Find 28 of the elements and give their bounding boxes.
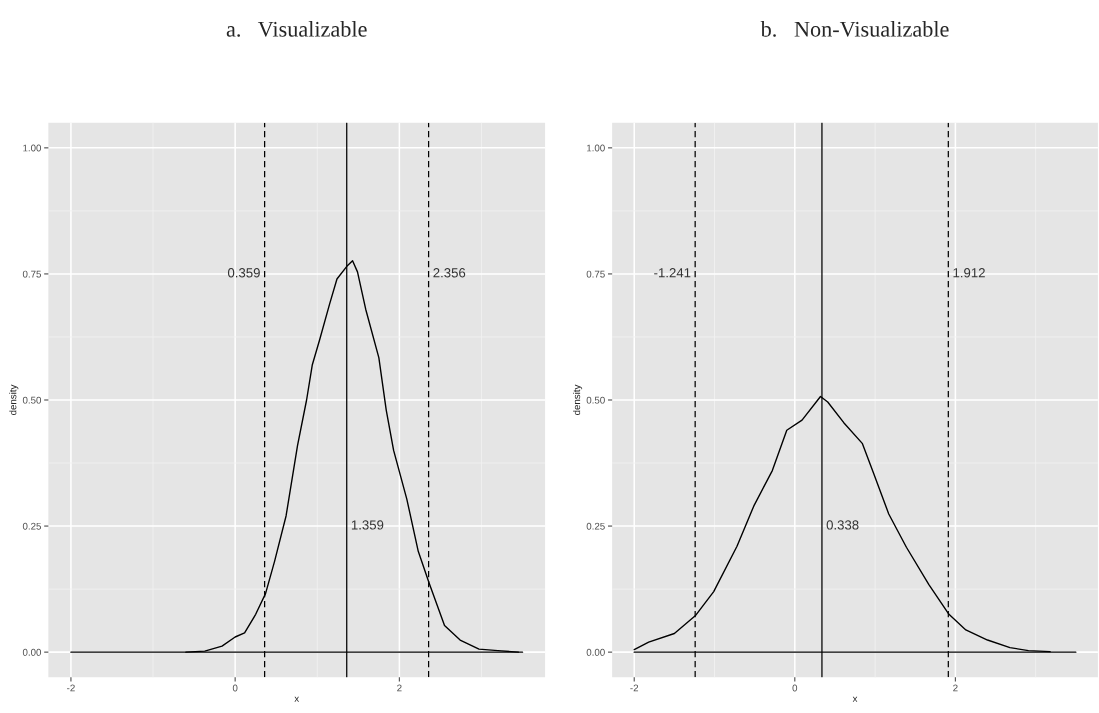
y-tick-label: 0.25 xyxy=(586,522,605,530)
x-axis-title: x xyxy=(852,696,858,702)
y-tick-label: 0.00 xyxy=(586,648,605,656)
x-tick-label: -2 xyxy=(630,684,639,692)
x-tick-label: 2 xyxy=(397,684,402,692)
chart-title: a. Visualizable xyxy=(226,21,367,37)
ref-line-label: 0.359 xyxy=(227,268,260,278)
y-tick-label: 0.00 xyxy=(22,648,42,656)
y-tick-label: 0.75 xyxy=(586,270,605,278)
y-tick-label: 1.00 xyxy=(587,144,605,152)
x-tick-label: 2 xyxy=(953,684,958,692)
x-axis-title: x xyxy=(294,696,300,702)
ref-line-label: 1.359 xyxy=(351,520,384,530)
y-axis-title: density xyxy=(573,384,583,415)
x-tick-label: -2 xyxy=(67,684,75,692)
ref-line-label: -1.241 xyxy=(654,268,691,278)
ref-line-label: 0.338 xyxy=(826,520,859,530)
y-tick-label: 0.25 xyxy=(22,522,42,530)
chart-title: b. Non-Visualizable xyxy=(760,21,949,37)
y-tick-label: 1.00 xyxy=(23,144,42,152)
x-tick-label: 0 xyxy=(232,684,238,692)
y-tick-label: 0.50 xyxy=(586,396,605,404)
ref-line-label: 1.912 xyxy=(953,268,985,278)
x-tick-label: 0 xyxy=(792,684,798,692)
y-axis-title: density xyxy=(9,384,19,415)
y-tick-label: 0.50 xyxy=(22,396,42,404)
ref-line-label: 2.356 xyxy=(433,268,466,278)
y-tick-label: 0.75 xyxy=(22,270,42,278)
